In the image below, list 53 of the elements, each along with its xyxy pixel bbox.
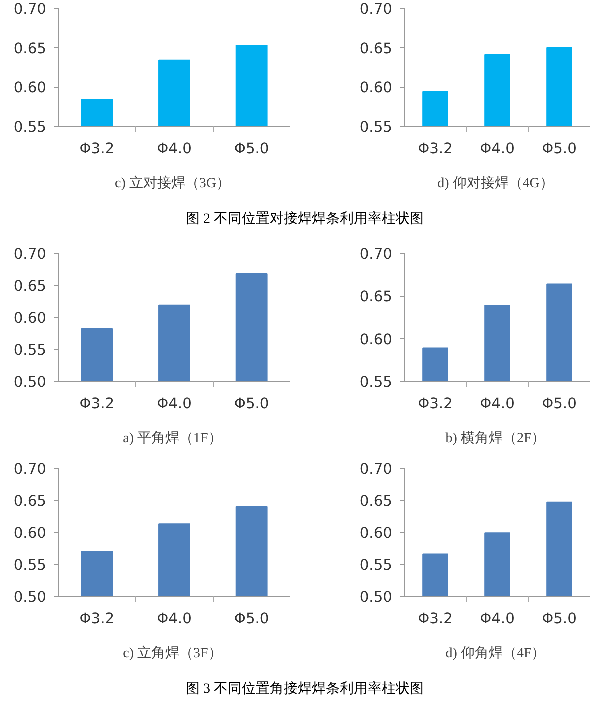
y-tick-label: 0.50	[14, 589, 47, 606]
y-tick-label: 0.70	[360, 1, 393, 18]
x-tick-label: Φ3.2	[418, 610, 453, 628]
y-tick-label: 0.55	[360, 557, 393, 574]
x-tick-label: Φ5.0	[542, 140, 577, 158]
y-tick-label: 0.50	[14, 374, 47, 391]
y-tick-label: 0.60	[360, 80, 393, 97]
y-tick-label: 0.60	[14, 310, 47, 327]
y-tick-label: 0.55	[360, 119, 393, 136]
text: a) 平角焊（1F）	[123, 430, 222, 446]
y-tick-label: 0.70	[14, 246, 47, 263]
y-tick-label: 0.65	[360, 493, 393, 510]
y-tick-label: 0.65	[14, 493, 47, 510]
x-tick-label: Φ4.0	[480, 140, 515, 158]
y-tick-label: 0.60	[14, 525, 47, 542]
x-tick-label: Φ3.2	[80, 140, 115, 158]
y-tick-label: 0.55	[14, 119, 47, 136]
y-tick-label: 0.70	[360, 246, 393, 263]
text: c) 立角焊（3F）	[123, 646, 222, 662]
text: c) 立对接焊（3G）	[115, 176, 231, 192]
x-tick-label: Φ5.0	[542, 610, 577, 628]
x-tick-label: Φ4.0	[157, 140, 192, 158]
y-tick-label: 0.70	[14, 461, 47, 478]
x-tick-label: Φ5.0	[234, 140, 270, 158]
text: b) 横角焊（2F）	[446, 430, 546, 446]
y-tick-label: 0.65	[14, 40, 47, 58]
x-tick-label: Φ4.0	[480, 396, 515, 412]
x-tick-label: Φ3.2	[418, 140, 453, 158]
x-tick-label: Φ3.2	[80, 396, 115, 412]
x-tick-label: Φ3.2	[80, 610, 115, 628]
y-tick-label: 0.55	[360, 374, 393, 391]
x-tick-label: Φ5.0	[542, 396, 577, 412]
y-tick-label: 0.70	[360, 461, 393, 478]
x-tick-label: Φ4.0	[480, 610, 515, 628]
y-tick-label: 0.65	[360, 288, 393, 306]
y-tick-label: 0.55	[14, 342, 47, 359]
caption: 图 3 不同位置角接焊焊条利用率柱状图	[186, 680, 424, 699]
y-tick-label: 0.55	[14, 557, 47, 574]
y-tick-label: 0.60	[14, 80, 47, 97]
y-tick-label: 0.70	[14, 1, 47, 18]
x-tick-label: Φ5.0	[234, 610, 270, 628]
y-tick-label: 0.50	[360, 589, 393, 606]
caption: 图 2 不同位置对接焊焊条利用率柱状图	[186, 210, 424, 229]
x-tick-label: Φ4.0	[157, 396, 192, 412]
y-tick-label: 0.60	[360, 525, 393, 542]
y-tick-label: 0.65	[14, 278, 47, 295]
text: d) 仰角焊（4F）	[446, 646, 546, 662]
x-tick-label: Φ3.2	[418, 396, 453, 412]
y-tick-label: 0.60	[360, 331, 393, 348]
x-tick-label: Φ5.0	[234, 396, 270, 412]
x-tick-label: Φ4.0	[157, 610, 192, 628]
y-tick-label: 0.65	[360, 40, 393, 58]
text: d) 仰对接焊（4G）	[438, 176, 554, 192]
